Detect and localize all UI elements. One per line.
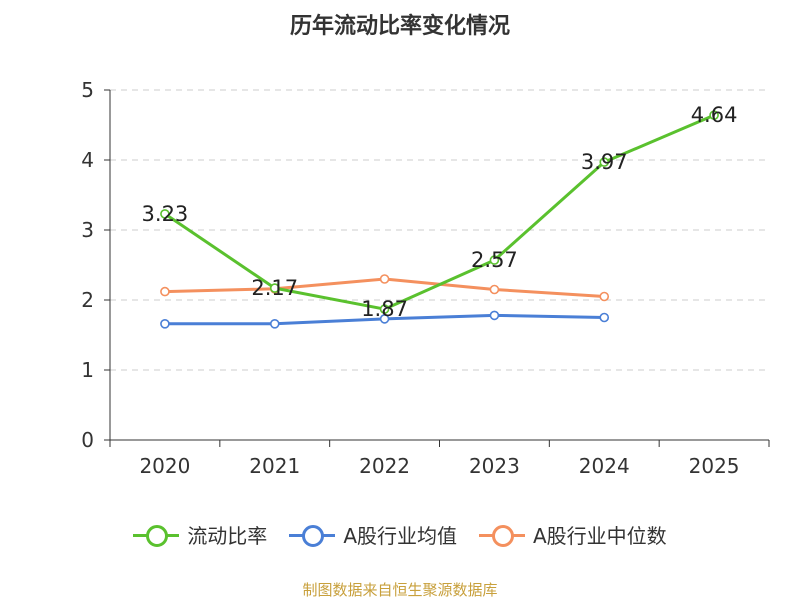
y-tick-label: 4 xyxy=(81,148,94,172)
legend-label: A股行业均值 xyxy=(343,524,457,548)
x-tick-label: 2022 xyxy=(359,454,410,478)
data-point-1 xyxy=(489,310,500,321)
y-tick-label: 3 xyxy=(81,218,94,242)
data-point-1 xyxy=(160,318,170,329)
data-point-0 xyxy=(379,304,390,314)
data-point-0 xyxy=(709,110,719,120)
x-tick-label: 2025 xyxy=(689,454,740,478)
x-tick-label: 2023 xyxy=(469,454,520,478)
x-tick-label: 2021 xyxy=(249,454,300,478)
x-tick-label: 2020 xyxy=(139,454,190,478)
data-point-1 xyxy=(599,312,610,323)
data-point-0 xyxy=(599,157,610,167)
legend-marker-icon xyxy=(289,524,336,547)
legend-marker-icon xyxy=(479,524,525,547)
series-line-0 xyxy=(164,113,715,311)
y-tick-label: 1 xyxy=(81,358,94,382)
data-point-2 xyxy=(160,286,170,297)
data-label: 3.23 xyxy=(142,202,189,226)
y-tick-label: 2 xyxy=(81,288,94,312)
data-label: 2.17 xyxy=(251,276,298,300)
data-point-0 xyxy=(160,209,170,219)
data-point-2 xyxy=(379,274,390,284)
data-point-1 xyxy=(269,318,280,329)
y-tick-label: 5 xyxy=(81,78,94,102)
data-label: 1.87 xyxy=(361,297,408,321)
legend: 流动比率 A股行业均值 A股行业中位数 xyxy=(0,520,800,549)
legend-item-series-0[interactable]: 流动比率 xyxy=(133,520,267,549)
legend-marker-icon xyxy=(133,524,180,547)
legend-item-series-1[interactable]: A股行业均值 xyxy=(289,520,457,549)
chart-title: 历年流动比率变化情况 xyxy=(289,14,510,39)
data-label: 4.64 xyxy=(691,103,738,127)
data-point-2 xyxy=(599,291,610,302)
data-label: 2.57 xyxy=(471,248,518,272)
data-point-0 xyxy=(269,283,280,293)
data-point-0 xyxy=(489,255,500,265)
x-tick-label: 2024 xyxy=(579,454,630,478)
source-note: 制图数据来自恒生聚源数据库 xyxy=(302,581,498,599)
y-tick-label: 0 xyxy=(81,428,94,452)
data-point-2 xyxy=(489,284,500,295)
data-point-1 xyxy=(379,314,390,324)
legend-item-series-2[interactable]: A股行业中位数 xyxy=(479,520,667,549)
legend-label: A股行业中位数 xyxy=(533,524,667,548)
legend-label: 流动比率 xyxy=(187,524,268,548)
data-label: 3.97 xyxy=(581,150,628,174)
